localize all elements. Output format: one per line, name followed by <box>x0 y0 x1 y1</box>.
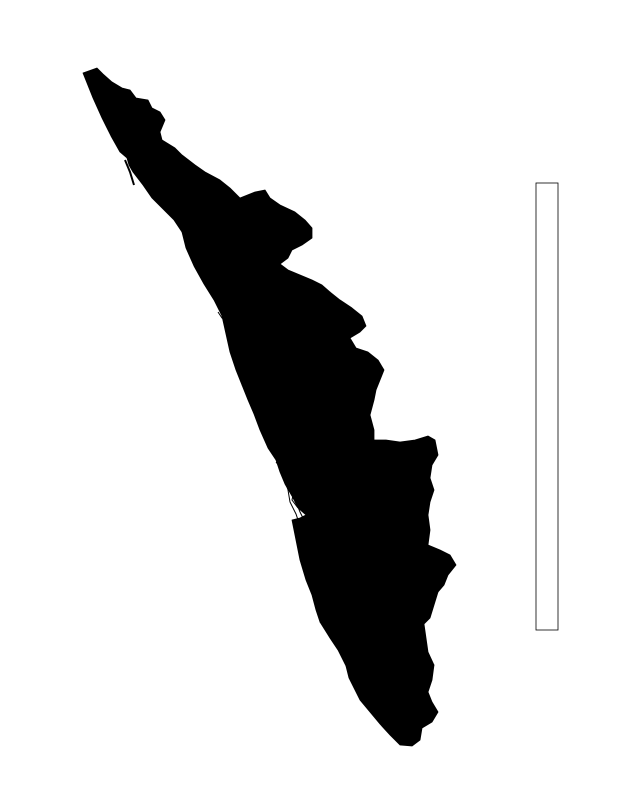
district-pathanamthitta[interactable] <box>321 565 439 633</box>
district-thiruvananthapuram[interactable] <box>345 663 439 747</box>
colorbar <box>535 182 559 631</box>
district-kasaragod[interactable] <box>82 67 166 159</box>
coastline-backwaters <box>124 159 325 621</box>
districts-layer <box>82 67 457 747</box>
colorbar-scale <box>535 182 559 631</box>
district-idukki[interactable] <box>337 435 457 593</box>
